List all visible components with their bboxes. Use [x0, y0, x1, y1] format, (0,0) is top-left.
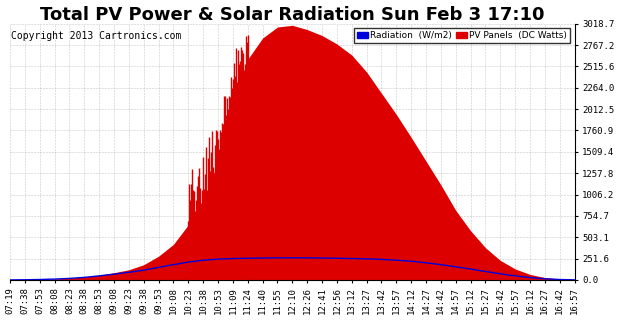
Legend: Radiation  (W/m2), PV Panels  (DC Watts): Radiation (W/m2), PV Panels (DC Watts)	[354, 28, 570, 43]
Text: Copyright 2013 Cartronics.com: Copyright 2013 Cartronics.com	[11, 31, 182, 41]
Title: Total PV Power & Solar Radiation Sun Feb 3 17:10: Total PV Power & Solar Radiation Sun Feb…	[40, 5, 544, 24]
